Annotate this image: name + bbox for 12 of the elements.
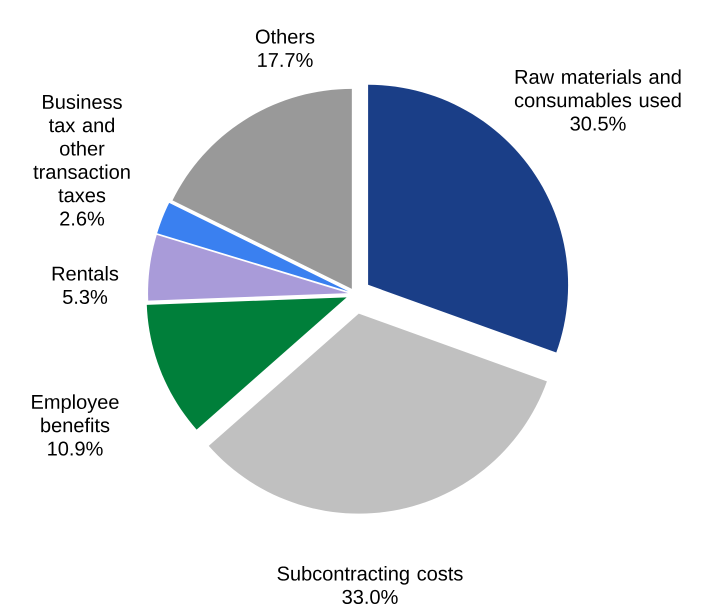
- data-label: 33.0%: [342, 590, 398, 604]
- slice-label: Raw materials and consumables used: [514, 69, 681, 108]
- slice-label: Employee benefits: [32, 394, 119, 432]
- data-label: 30.5%: [570, 116, 626, 131]
- data-label: 5.3%: [63, 290, 108, 304]
- slice-label: Rentals: [52, 266, 118, 281]
- slice-label: Subcontracting costs: [278, 566, 463, 585]
- data-label: 2.6%: [60, 212, 104, 226]
- slice-label: Business tax and other transaction taxes: [33, 94, 130, 202]
- data-label: 17.7%: [258, 52, 313, 67]
- data-label: 10.9%: [48, 442, 103, 456]
- slice-label: Others: [256, 29, 314, 44]
